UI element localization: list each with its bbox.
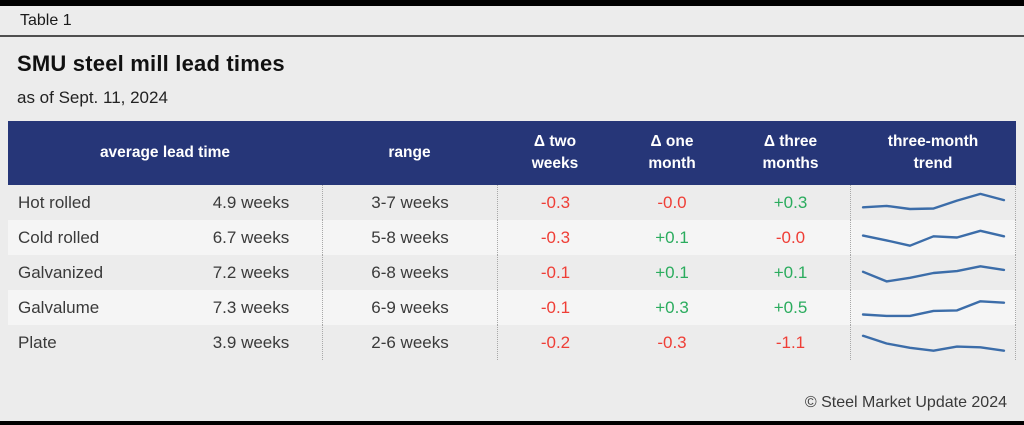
top-border-bar [0,0,1024,6]
average-lead-time-value: 7.3 weeks [212,297,290,317]
column-header-delta-one-month: Δ one month [648,132,696,172]
delta-two-weeks-value: -0.1 [497,290,613,325]
page-title: SMU steel mill lead times [17,51,285,76]
table-tag: Table 1 [20,12,72,29]
sparkline-path [861,299,1005,317]
delta-one-month-value: -0.0 [657,192,687,212]
range-value: 3-7 weeks [322,185,497,220]
delta-two-weeks-value: -0.3 [497,185,613,220]
product-name: Plate [18,332,57,352]
sparkline-svg [861,229,1005,247]
table-row: Plate 3.9 weeks 2-6 weeks -0.2 -0.3 -1.1 [8,325,1016,360]
table-body: Hot rolled 4.9 weeks 3-7 weeks -0.3 -0.0 +0.3… [8,185,1016,360]
sparkline-svg [861,192,1005,210]
sparkline-path [861,229,1005,247]
delta-three-months-value: +0.5 [773,297,808,317]
delta-two-weeks-value: -0.2 [497,325,613,360]
delta-three-months-value: +0.3 [773,192,808,212]
trend-sparkline [850,185,1016,220]
delta-one-month-value: +0.3 [655,297,689,317]
average-lead-time-value: 7.2 weeks [212,262,290,282]
table-row: Hot rolled 4.9 weeks 3-7 weeks -0.3 -0.0 +0.3 [8,185,1016,220]
delta-three-months-value: -1.1 [775,332,806,352]
range-value: 6-8 weeks [322,255,497,290]
sparkline-svg [861,334,1005,352]
page-subtitle: as of Sept. 11, 2024 [17,88,168,107]
delta-two-weeks-value: -0.1 [497,255,613,290]
table-header-row: average lead time range Δ two weeks Δ on… [8,121,1016,185]
lead-times-table: average lead time range Δ two weeks Δ on… [8,121,1016,360]
average-lead-time-value: 4.9 weeks [212,192,290,212]
trend-sparkline [850,290,1016,325]
table-row: Galvalume 7.3 weeks 6-9 weeks -0.1 +0.3 +0.5 [8,290,1016,325]
product-name: Hot rolled [18,192,91,212]
delta-two-weeks-value: -0.3 [497,220,613,255]
product-name: Galvalume [18,297,100,317]
sparkline-path [861,264,1005,283]
delta-one-month-value: -0.3 [657,332,687,352]
sparkline-path [861,192,1005,210]
copyright-text: © Steel Market Update 2024 [804,394,1007,411]
delta-three-months-value: -0.0 [775,227,806,247]
trend-sparkline [850,255,1016,290]
column-header-delta-three-months: Δ three months [762,132,819,172]
range-value: 6-9 weeks [322,290,497,325]
average-lead-time-value: 3.9 weeks [212,332,290,352]
column-header-range: range [388,143,431,161]
table-row: Cold rolled 6.7 weeks 5-8 weeks -0.3 +0.1 -0.… [8,220,1016,255]
delta-one-month-value: +0.1 [655,227,689,247]
column-header-three-month-trend: three-month trend [887,132,979,172]
tag-underline [0,35,1024,37]
table-row: Galvanized 7.2 weeks 6-8 weeks -0.1 +0.1 +0.1 [8,255,1016,290]
sparkline-svg [861,299,1005,317]
trend-sparkline [850,220,1016,255]
range-value: 5-8 weeks [322,220,497,255]
average-lead-time-value: 6.7 weeks [212,227,290,247]
delta-three-months-value: +0.1 [773,262,808,282]
bottom-border-bar [0,421,1024,425]
sparkline-path [861,334,1005,352]
column-header-delta-two-weeks: Δ two weeks [531,132,579,172]
trend-sparkline [850,325,1016,360]
range-value: 2-6 weeks [322,325,497,360]
sparkline-svg [861,264,1005,283]
product-name: Cold rolled [18,227,100,247]
product-name: Galvanized [18,262,104,282]
column-header-average-lead-time: average lead time [99,143,231,161]
delta-one-month-value: +0.1 [655,262,689,282]
